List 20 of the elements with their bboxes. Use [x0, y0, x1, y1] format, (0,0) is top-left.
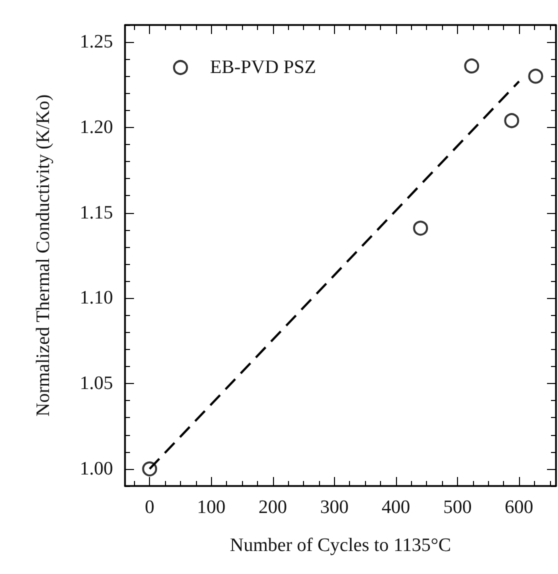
y-tick-label: 1.20 [80, 116, 113, 138]
x-tick-label: 600 [504, 497, 534, 518]
y-tick-label: 1.00 [80, 458, 113, 480]
x-axis-title: Number of Cycles to 1135°C [230, 535, 452, 556]
x-tick-label: 100 [196, 497, 226, 518]
point [504, 113, 520, 128]
legend-label: EB-PVD PSZ [210, 57, 316, 78]
y-tick-label: 1.25 [80, 32, 113, 53]
y-tick-label: 1.15 [80, 202, 113, 224]
point [413, 220, 428, 236]
x-tick-label: 0 [144, 497, 154, 518]
y-tick-label: 1.10 [80, 288, 113, 309]
x-tick-label: 200 [258, 497, 288, 518]
point [464, 58, 480, 74]
x-tick-label: 400 [382, 497, 410, 518]
y-axis-title: Normalized Thermal Conductivity (K/Ko) [33, 94, 54, 417]
x-tick-label: 500 [443, 497, 472, 518]
y-tick-label: 1.05 [80, 373, 113, 394]
x-tick-label: 300 [320, 497, 349, 518]
point [528, 68, 544, 84]
